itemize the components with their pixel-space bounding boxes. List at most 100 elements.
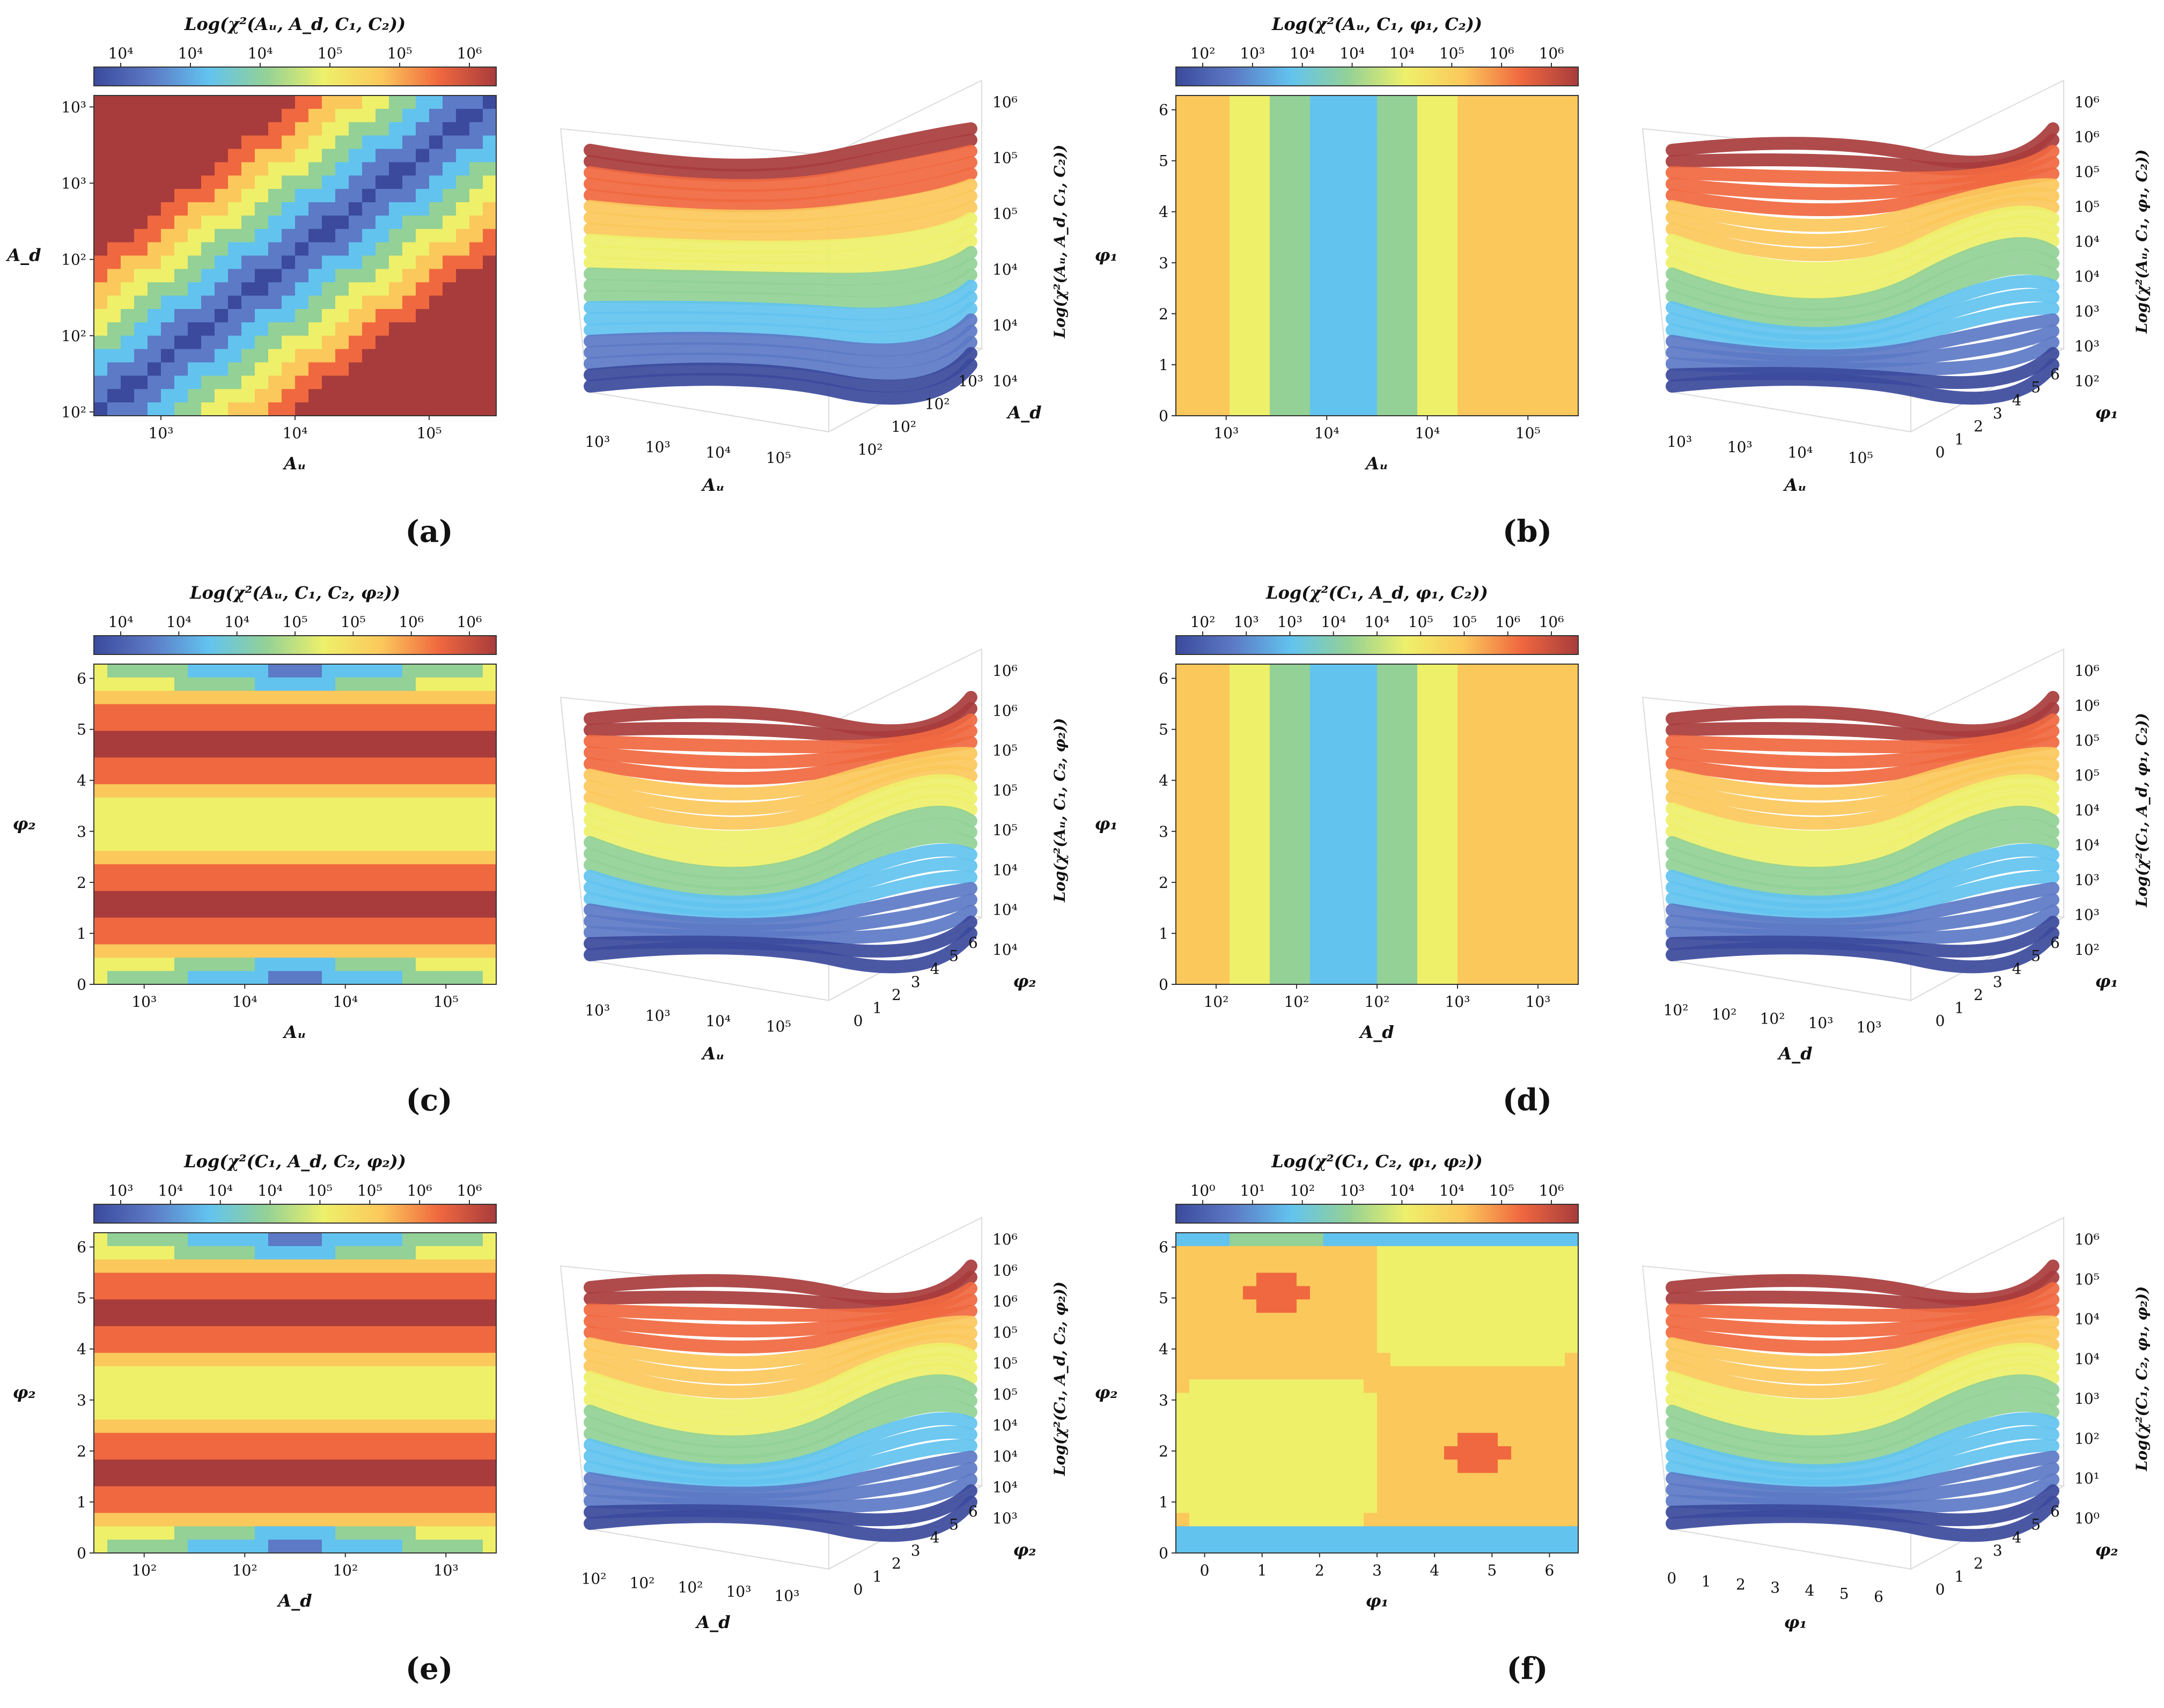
heatmap-cell <box>1551 811 1565 825</box>
y-axis-label: φ₂ <box>13 1382 36 1403</box>
heatmap-cell <box>376 242 389 256</box>
heatmap-cell <box>201 771 215 785</box>
heatmap-cell <box>94 1339 108 1353</box>
heatmap-cell <box>1350 229 1364 243</box>
heatmap-cell <box>295 362 309 377</box>
heatmap-cell <box>1256 202 1270 216</box>
heatmap-cell <box>1458 1366 1471 1380</box>
heatmap-cell <box>1404 878 1418 892</box>
heatmap-cell <box>268 1486 282 1500</box>
heatmap-cell <box>174 1473 188 1487</box>
heatmap-cell <box>469 878 483 892</box>
heatmap-cell <box>1525 1473 1539 1487</box>
heatmap-cell <box>416 1486 430 1500</box>
heatmap-cell <box>1176 269 1190 283</box>
heatmap-cell <box>1189 1499 1203 1514</box>
heatmap-cell <box>1525 824 1539 838</box>
heatmap-cell <box>268 282 282 296</box>
heatmap-cell <box>469 944 483 959</box>
heatmap-cell <box>376 1393 389 1407</box>
heatmap-cell <box>107 1366 121 1380</box>
heatmap-cell <box>1511 664 1525 678</box>
heatmap-cell <box>1350 1379 1364 1394</box>
heatmap-cell <box>483 1513 497 1527</box>
heatmap-cell <box>1297 1499 1311 1514</box>
heatmap-cell <box>121 122 135 136</box>
heatmap-cell <box>1404 717 1418 732</box>
heatmap-cell <box>94 771 108 785</box>
heatmap-cell <box>429 958 443 971</box>
heatmap-cell <box>241 1379 255 1394</box>
heatmap-cell <box>1230 215 1243 230</box>
heatmap-cell <box>1431 1433 1445 1447</box>
heatmap-cell <box>121 282 135 296</box>
surface-band <box>584 358 977 405</box>
heatmap-cell <box>121 958 135 971</box>
heatmap-cell <box>174 944 188 959</box>
heatmap-cell <box>121 704 135 718</box>
heatmap-cell <box>295 797 309 812</box>
heatmap-cell <box>174 189 188 203</box>
heatmap-cell <box>1350 837 1364 852</box>
heatmap-cell <box>1444 1379 1458 1394</box>
heatmap-cell <box>215 690 229 705</box>
heatmap-cell <box>469 731 483 745</box>
heatmap-cell <box>376 958 389 971</box>
heatmap-cell <box>1551 1366 1565 1380</box>
heatmap-cell <box>282 1473 296 1487</box>
heatmap-cell <box>1256 135 1270 150</box>
heatmap-cell <box>349 322 363 336</box>
heatmap-cell <box>121 811 135 825</box>
surface-y-tick-label: 1 <box>1954 1567 1964 1585</box>
heatmap-cell <box>1350 309 1364 323</box>
heatmap-cell <box>188 1393 202 1407</box>
heatmap-cell <box>335 1406 349 1420</box>
heatmap-cell <box>1565 95 1579 109</box>
heatmap-cell <box>1323 757 1337 771</box>
heatmap-cell <box>1310 1259 1324 1273</box>
heatmap-cell <box>188 376 202 390</box>
heatmap-cell <box>1189 1473 1203 1487</box>
heatmap-cell <box>215 971 229 985</box>
heatmap-cell <box>483 108 497 123</box>
heatmap-cell <box>1189 771 1203 785</box>
heatmap-cell <box>1471 690 1485 705</box>
heatmap-cell <box>255 1499 269 1514</box>
heatmap-cell <box>215 1459 229 1474</box>
heatmap-cell <box>1417 242 1431 256</box>
heatmap-cell <box>295 1473 309 1487</box>
heatmap-cell <box>94 1366 108 1380</box>
heatmap-cell <box>1471 162 1485 176</box>
heatmap-cell <box>1444 175 1458 189</box>
heatmap-cell <box>1417 1419 1431 1433</box>
heatmap-cell <box>188 757 202 771</box>
heatmap-cell <box>1310 1233 1324 1247</box>
heatmap-cell <box>134 175 148 189</box>
heatmap-cell <box>1350 677 1364 691</box>
heatmap-cell <box>255 1406 269 1420</box>
heatmap-cell <box>94 322 108 336</box>
surface-x-tick-label: 10² <box>1712 1005 1737 1023</box>
heatmap-cell <box>443 664 457 678</box>
heatmap-cell <box>1350 1286 1364 1300</box>
heatmap-cell <box>174 1393 188 1407</box>
heatmap-cell <box>1525 242 1539 256</box>
heatmap-cell <box>1203 677 1217 691</box>
heatmap-cell <box>1511 958 1525 971</box>
heatmap-cell <box>402 1473 416 1487</box>
heatmap-cell <box>1458 149 1471 163</box>
heatmap-cell <box>376 1499 389 1514</box>
heatmap-cell <box>107 931 121 945</box>
heatmap-cell <box>349 108 363 123</box>
heatmap-cell <box>1256 296 1270 310</box>
surface-y-tick-label: 4 <box>930 960 940 978</box>
heatmap-cell <box>295 677 309 691</box>
heatmap-cell <box>255 771 269 785</box>
heatmap-cell <box>469 95 483 109</box>
heatmap-cell <box>1323 917 1337 932</box>
heatmap-cell <box>1484 864 1498 878</box>
heatmap-cell <box>161 108 175 123</box>
heatmap-cell <box>1377 717 1391 732</box>
heatmap-cell <box>148 797 161 812</box>
heatmap-cell <box>1538 704 1552 718</box>
